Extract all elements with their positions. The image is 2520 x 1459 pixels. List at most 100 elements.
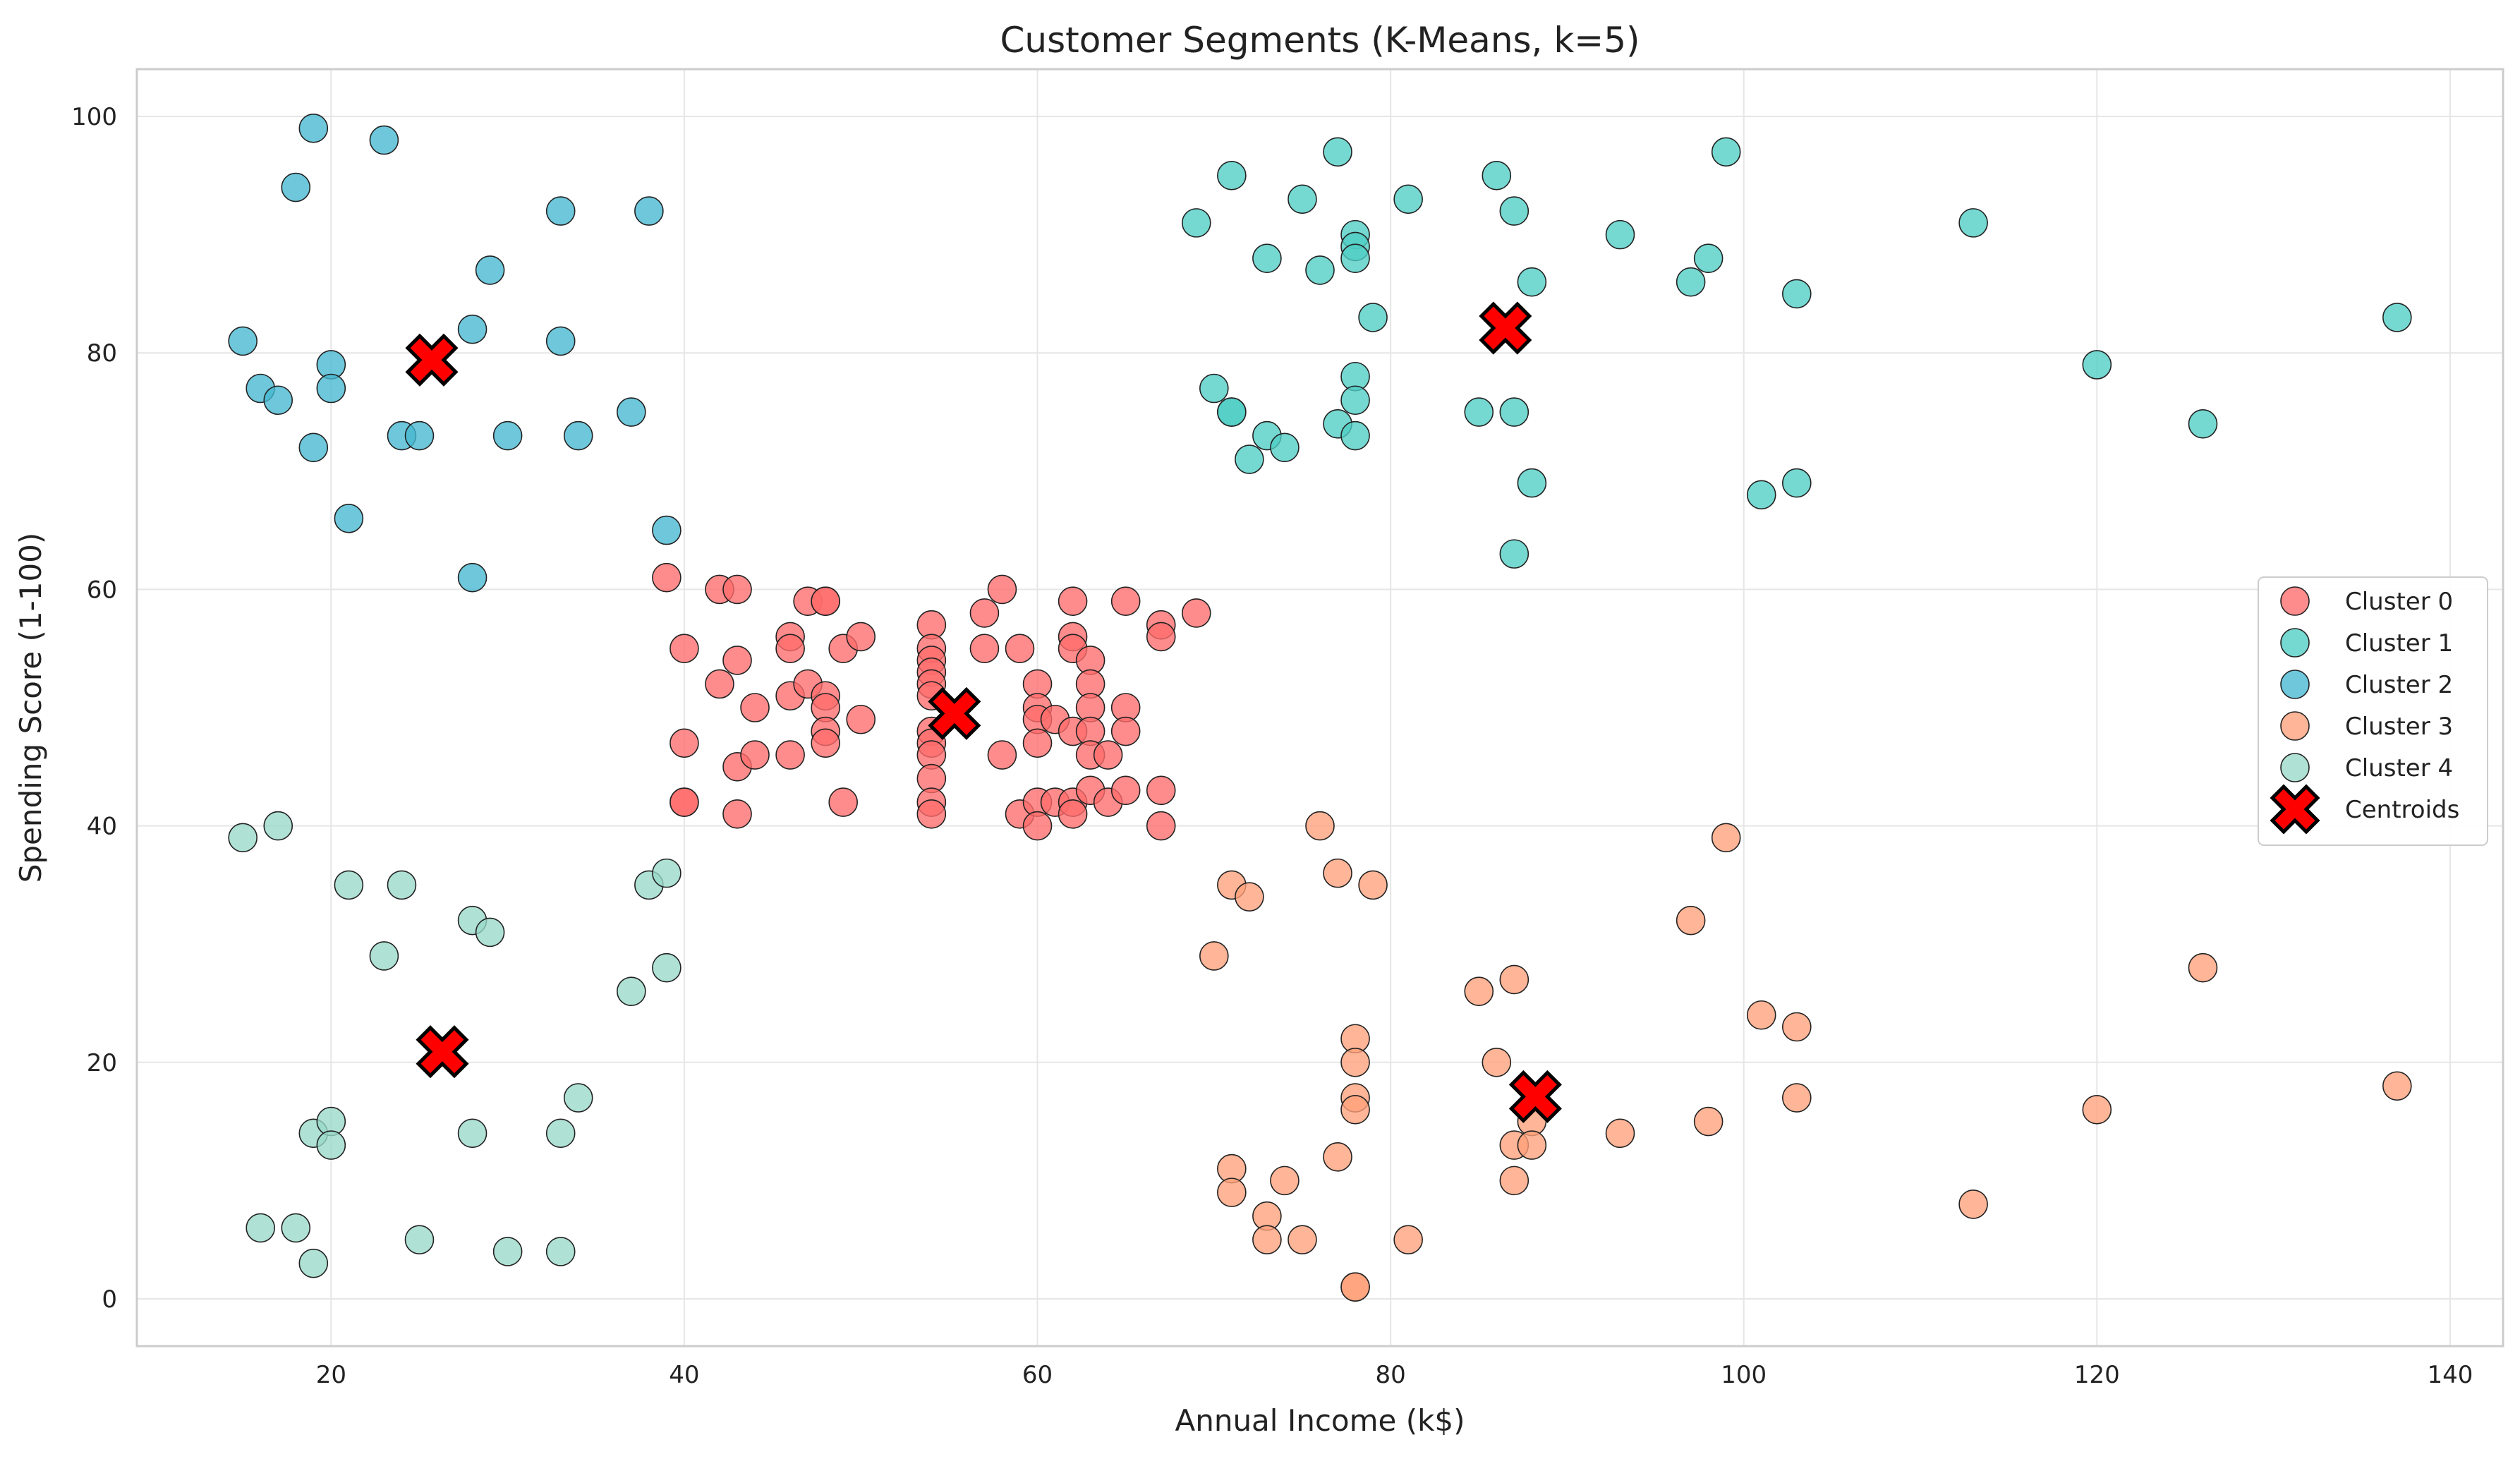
y-tick-label: 40 [87,813,117,841]
data-point [846,622,876,652]
centroid-marker [405,333,459,387]
data-point [811,586,840,616]
data-point [2082,350,2112,380]
y-axis-label: Spending Score (1-100) [13,533,48,883]
data-point [298,432,329,463]
series-cluster-2 [228,113,682,593]
data-point [1288,184,1317,214]
data-point [1782,1083,1812,1113]
data-point [670,728,699,758]
data-point [1499,964,1529,995]
data-point [828,787,858,817]
data-point [722,799,752,829]
data-point [1958,1189,1988,1219]
data-point [846,704,876,734]
data-point [369,125,399,155]
data-point [1782,1012,1812,1042]
data-point [263,385,293,416]
legend-box [2258,576,2488,846]
data-point [1711,137,1741,167]
data-point [1217,1178,1247,1207]
data-point [404,420,435,451]
data-point [617,397,646,427]
data-point [545,1118,576,1149]
data-point [811,728,840,758]
centroid-marker [416,1025,469,1079]
data-point [1358,303,1388,332]
legend-marker-centroids [2270,784,2320,835]
legend-entry-label: Centroids [2345,796,2459,824]
data-point [1782,279,1812,309]
data-point [1676,905,1706,936]
data-point [652,952,682,983]
data-point [652,562,682,593]
data-point [1146,811,1176,841]
data-point [545,1237,576,1266]
data-point [457,1118,487,1149]
x-tick-label: 60 [1022,1361,1053,1389]
data-point [1323,858,1352,888]
data-point [987,740,1017,770]
data-point [492,420,523,451]
data-point [263,811,293,841]
data-point [1482,161,1512,190]
legend: Cluster 0 Cluster 1 Cluster 2 Cluster 3 Clus… [2258,576,2488,846]
data-point [1693,243,1724,273]
data-point [2188,952,2218,983]
data-point [969,634,1000,664]
centroid-marker [1479,301,1532,355]
data-point [1217,397,1247,427]
data-point [1499,1166,1529,1196]
data-point [1605,219,1635,250]
data-point [1358,870,1388,900]
y-tick-label: 80 [87,339,117,368]
data-point [246,1213,276,1243]
data-point [545,326,576,356]
data-point [1217,161,1247,190]
data-point [563,420,593,451]
data-point [1288,1225,1317,1254]
data-point [1252,243,1282,273]
data-point [1340,243,1370,273]
legend-entry-label: Cluster 0 [2345,588,2453,616]
data-point [2382,1071,2412,1101]
series-centroids [405,301,1562,1123]
data-point [316,1130,346,1160]
data-point [1058,586,1088,616]
legend-marker [2280,586,2310,616]
data-point [1517,468,1547,498]
data-point [1746,480,1776,510]
data-point [2382,303,2412,332]
data-point [1323,1142,1352,1172]
data-point [1464,397,1494,427]
data-point [1340,1272,1370,1302]
y-tick-label: 0 [102,1285,117,1314]
tick-labels: 20 40 60 80 100 120 140 0 20 40 60 80 100 [71,103,2473,1389]
data-point [1958,208,1988,238]
data-point [1270,1166,1300,1196]
data-point [1340,385,1370,416]
legend-entry-label: Cluster 3 [2345,713,2453,741]
data-point [969,598,1000,628]
data-point [492,1237,523,1266]
legend-marker [2280,628,2310,658]
x-tick-label: 80 [1375,1361,1405,1389]
data-point [652,515,682,545]
data-point [1235,882,1264,912]
data-point [1746,1000,1776,1030]
data-point [1005,634,1035,664]
data-point [1110,775,1141,806]
x-tick-label: 120 [2074,1361,2120,1389]
y-tick-label: 100 [71,103,117,131]
legend-marker [2280,670,2310,699]
centroid-marker [1508,1070,1562,1123]
data-point [1252,1225,1282,1254]
data-point [334,504,364,533]
data-point [1499,397,1529,427]
series-cluster-4 [228,811,682,1278]
data-point [705,669,734,699]
data-point [545,196,576,226]
series-cluster-1 [1181,137,2412,569]
data-point [1323,137,1352,167]
series-cluster-3 [1199,811,2412,1302]
